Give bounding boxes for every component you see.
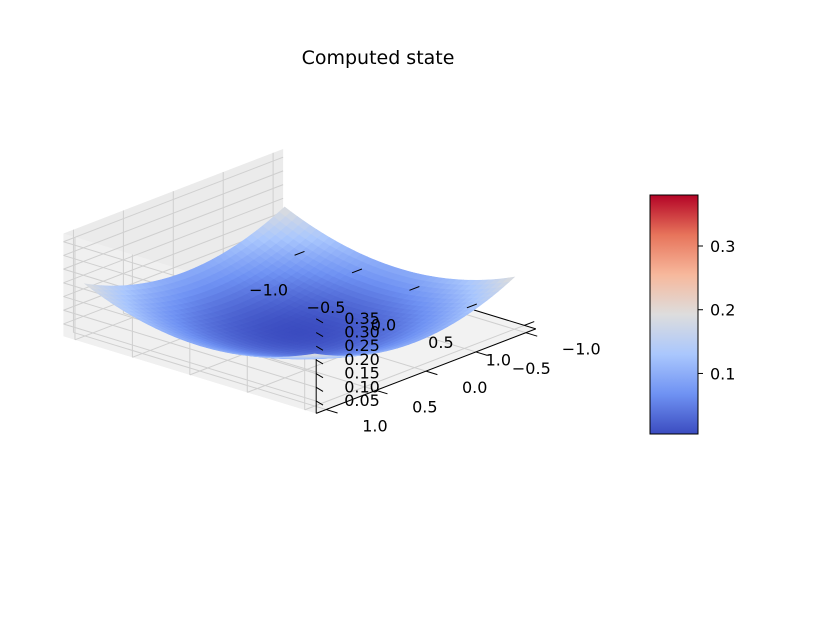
z-tick-mark	[315, 332, 324, 338]
z-gridline-left	[63, 156, 284, 243]
y-tick-mark	[326, 409, 338, 414]
colorbar-tick-label: 0.2	[710, 301, 735, 320]
y-tick-label: −1.0	[562, 340, 601, 359]
z-tick-label: 0.20	[344, 350, 380, 369]
colorbar-bar	[649, 194, 699, 435]
z-gridline-left	[63, 170, 284, 256]
y-tick-label: 0.0	[462, 378, 487, 397]
surface-patch	[308, 353, 321, 356]
z-tick-mark	[315, 386, 324, 392]
x-axis-ticks: −1.0 −0.5 0.0 0.5 1.0	[249, 250, 535, 369]
z-tick-label: 0.10	[344, 377, 380, 396]
z-gridline-left	[63, 197, 284, 284]
y-tick-mark	[475, 351, 488, 356]
x-tick-label: −0.5	[307, 298, 346, 317]
x-tick-label: −1.0	[249, 280, 288, 299]
z-tick-label: 0.35	[344, 309, 380, 328]
z-gridline-back	[63, 309, 317, 388]
y-gridline-floor	[73, 331, 327, 411]
x-tick-mark	[351, 268, 363, 274]
z-gridline-back	[63, 323, 317, 402]
z-tick-mark	[315, 359, 324, 365]
z-tick-label: 0.15	[344, 364, 380, 383]
chart-title: Computed state	[302, 47, 455, 69]
x-tick-label: 0.0	[371, 315, 396, 334]
x-tick-mark	[409, 286, 420, 291]
z-tick-mark	[315, 318, 324, 324]
y-tick-label: 1.0	[362, 417, 387, 436]
y-tick-mark	[525, 332, 538, 337]
colorbar-tick-label: 0.3	[710, 237, 735, 256]
y-axis-ticks: −1.0 −0.5 0.0 0.5 1.0	[326, 332, 601, 436]
z-gridline-left	[63, 184, 284, 270]
z-tick-label: 0.30	[344, 323, 380, 342]
y-tick-mark	[375, 389, 388, 395]
x-tick-mark	[466, 303, 477, 309]
x-tick-mark	[524, 321, 535, 326]
z-tick-label: 0.25	[344, 336, 380, 355]
colorbar-tick-label: 0.1	[710, 365, 735, 384]
x-tick-mark	[294, 250, 305, 256]
z-tick-mark	[315, 373, 324, 379]
z-tick-mark	[315, 345, 324, 351]
x-tick-label: 0.5	[428, 333, 453, 352]
z-tick-label: 0.05	[344, 391, 380, 410]
surface-plot	[83, 206, 516, 360]
z-axis-ticks: 0.050.100.150.200.250.300.35	[315, 309, 380, 410]
x-tick-label: 1.0	[486, 350, 511, 369]
y-tick-label: −0.5	[512, 359, 551, 378]
colorbar-ticks: 0.1 0.2 0.3	[698, 237, 735, 384]
y-tick-label: 0.5	[412, 397, 437, 416]
z-tick-mark	[315, 400, 324, 406]
z-gridline-left	[63, 211, 284, 298]
y-tick-mark	[425, 370, 438, 376]
colorbar: 0.1 0.2 0.3	[649, 194, 735, 435]
